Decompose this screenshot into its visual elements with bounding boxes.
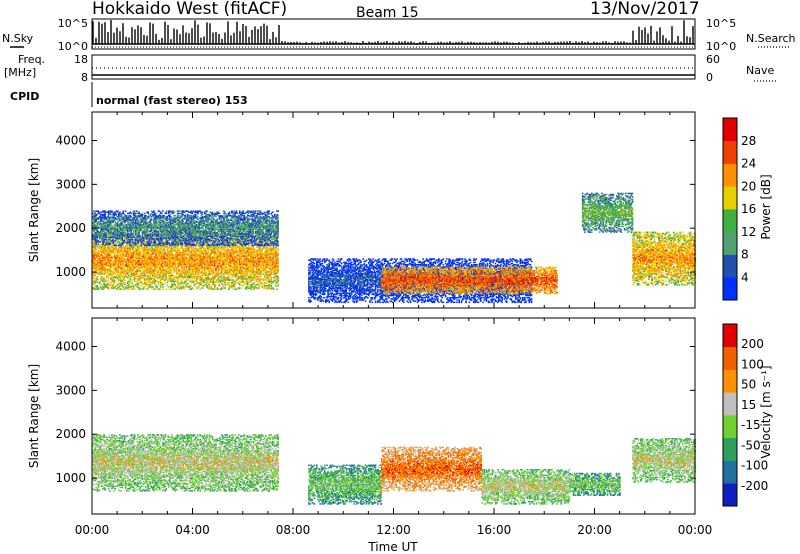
velocity-y-tick-label: 3000	[55, 383, 86, 397]
velocity-colorbar-tick: -50	[741, 438, 761, 452]
power-colorbar-tick: 20	[741, 179, 756, 193]
velocity-colorbar-frame	[722, 323, 738, 507]
velocity-cells	[92, 434, 696, 505]
power-colorbar-tick: 16	[741, 202, 756, 216]
velocity-x-tick-label: 12:00	[376, 523, 411, 537]
velocity-x-ticks: 00:00 04:00 08:00 12:00 16:00 20:00 00:00	[75, 523, 713, 537]
power-region	[581, 192, 634, 233]
freq-label: Freq.	[18, 53, 45, 66]
station-title: Hokkaido West (fitACF)	[92, 0, 287, 19]
velocity-region	[92, 434, 279, 492]
velocity-colorbar: 200 100 50 15 -15 -50 -100 -200	[722, 323, 768, 507]
nsky-panel: N.Sky 10^5 10^0 10^5 10^0 N.Search	[2, 17, 796, 53]
power-y-ticks: 1000 2000 3000 4000	[55, 112, 696, 308]
velocity-colorbar-tick: 15	[741, 398, 756, 412]
velocity-colorbar-swatch	[723, 460, 737, 484]
power-colorbar-tick: 4	[741, 270, 749, 284]
freq-panel: Freq. [MHz] 18 8 60 0 Nave	[4, 53, 778, 84]
freq-tick-top: 18	[74, 53, 88, 66]
velocity-colorbar-tick: -15	[741, 418, 761, 432]
power-colorbar-tick: 8	[741, 248, 749, 262]
freq-tick-bottom: 8	[81, 71, 88, 84]
power-y-axis-label: Slant Range [km]	[27, 158, 41, 262]
power-colorbar-tick: 24	[741, 157, 756, 171]
power-colorbar-frame	[722, 117, 738, 301]
nave-label: Nave	[746, 64, 774, 77]
velocity-colorbar-swatch	[723, 483, 737, 507]
power-colorbar-tick: 28	[741, 134, 756, 148]
power-colorbar: 4 8 12 16 20 24 28	[722, 117, 756, 301]
velocity-region	[308, 464, 382, 505]
velocity-x-tick-label: 20:00	[577, 523, 612, 537]
velocity-colorbar-swatch	[723, 437, 737, 461]
nave-tick-bottom: 0	[706, 71, 713, 84]
date-label: 13/Nov/2017	[590, 0, 700, 19]
velocity-x-tick-label: 04:00	[175, 523, 210, 537]
cpid-label: CPID	[10, 90, 39, 103]
power-y-tick-label: 3000	[55, 177, 86, 191]
velocity-colorbar-swatch	[723, 324, 737, 348]
velocity-colorbar-swatch	[723, 392, 737, 416]
velocity-y-ticks: 1000 2000 3000 4000	[55, 318, 696, 514]
velocity-y-tick-label: 1000	[55, 471, 86, 485]
velocity-region	[632, 438, 696, 483]
nave-tick-top: 60	[706, 53, 720, 66]
velocity-y-tick-label: 4000	[55, 340, 86, 354]
cpid-text: normal (fast stereo) 153	[96, 94, 248, 107]
velocity-panel: 1000 2000 3000 4000 00:00 04:00 08:00 12:00 16:…	[27, 317, 773, 554]
velocity-colorbar-tick: 200	[741, 337, 764, 351]
velocity-colorbar-swatch	[723, 346, 737, 370]
power-colorbar-swatch	[723, 186, 737, 210]
power-colorbar-swatch	[723, 209, 737, 233]
velocity-region	[569, 472, 621, 496]
power-colorbar-swatch	[723, 163, 737, 187]
x-axis-label: Time UT	[367, 540, 418, 554]
power-colorbar-swatch	[723, 254, 737, 278]
power-colorbar-tick: 12	[741, 225, 756, 239]
power-colorbar-swatch	[723, 231, 737, 255]
power-y-tick-label: 2000	[55, 221, 86, 235]
velocity-colorbar-swatch	[723, 369, 737, 393]
velocity-colorbar-tick: -200	[741, 479, 768, 493]
power-colorbar-label: Power [dB]	[759, 174, 773, 239]
power-region	[632, 231, 696, 286]
power-y-tick-label: 1000	[55, 265, 86, 279]
velocity-x-tick-label: 08:00	[276, 523, 311, 537]
velocity-x-tick-label: 00:00	[678, 523, 713, 537]
power-y-tick-label: 4000	[55, 134, 86, 148]
power-region	[380, 266, 558, 295]
freq-unit: [MHz]	[4, 66, 36, 79]
power-cells	[92, 192, 696, 304]
nsky-bars	[92, 20, 694, 44]
power-panel: 1000 2000 3000 4000 Slant Range [km] 4 8 12 16…	[27, 111, 773, 309]
velocity-y-tick-label: 2000	[55, 427, 86, 441]
velocity-colorbar-label: Velocity [m s⁻¹]	[759, 365, 773, 458]
power-colorbar-swatch	[723, 118, 737, 142]
power-region	[92, 210, 279, 247]
velocity-x-tick-label: 00:00	[75, 523, 110, 537]
velocity-y-axis-label: Slant Range [km]	[27, 364, 41, 468]
nsearch-label: N.Search	[746, 32, 796, 45]
velocity-colorbar-tick: 100	[741, 357, 764, 371]
nsearch-tick-bottom: 10^0	[706, 40, 736, 53]
velocity-colorbar-tick: -100	[741, 459, 768, 473]
nsky-tick-top: 10^5	[58, 17, 88, 30]
velocity-region	[481, 469, 571, 505]
power-colorbar-swatch	[723, 277, 737, 301]
nsearch-tick-top: 10^5	[706, 17, 736, 30]
velocity-colorbar-tick: 50	[741, 378, 756, 392]
nsky-label: N.Sky	[2, 32, 34, 45]
velocity-x-tick-label: 16:00	[477, 523, 512, 537]
power-colorbar-swatch	[723, 140, 737, 164]
velocity-colorbar-swatch	[723, 415, 737, 439]
cpid-panel: CPID normal (fast stereo) 153	[10, 82, 248, 107]
nsky-tick-bottom: 10^0	[58, 40, 88, 53]
beam-label: Beam 15	[356, 5, 419, 21]
velocity-region	[380, 446, 482, 492]
